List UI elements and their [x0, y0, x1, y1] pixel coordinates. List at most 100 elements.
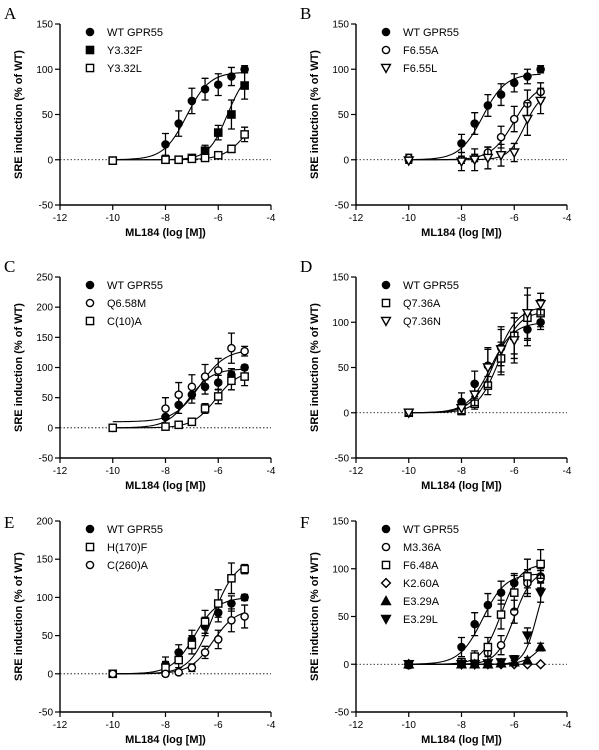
data-point [108, 423, 118, 433]
data-point [174, 420, 183, 430]
legend-entry-label: C(10)A [107, 316, 143, 328]
y-tick-label: 50 [338, 612, 350, 623]
y-tick-label: 50 [42, 393, 54, 404]
data-point [380, 63, 392, 74]
data-point [85, 298, 95, 308]
y-tick-label: 0 [343, 660, 349, 671]
data-point [227, 343, 236, 353]
data-point [200, 84, 210, 94]
data-point [227, 110, 236, 119]
data-point [482, 659, 494, 670]
data-point [508, 655, 520, 666]
x-tick-label: -10 [402, 720, 417, 731]
series-c-260-a [108, 604, 249, 679]
data-point [495, 151, 507, 162]
legend: WT GPR55 Q7.36A Q7.36N [380, 280, 459, 328]
panel-label: A [4, 4, 17, 23]
y-tick-label: 250 [36, 273, 53, 284]
data-point [187, 417, 197, 427]
data-point [483, 600, 493, 610]
x-tick-label: -12 [349, 213, 364, 224]
legend-entry-label: Q7.36A [403, 298, 441, 310]
y-tick-label: 200 [36, 517, 53, 528]
y-tick-label: 150 [332, 273, 349, 284]
data-point [381, 45, 391, 55]
data-point [161, 155, 170, 165]
data-point [381, 280, 391, 290]
y-axis-title: SRE induction (% of WT) [309, 552, 321, 681]
panel-label: D [300, 257, 312, 276]
data-point [213, 150, 223, 160]
chart-panel-d: D -50 0 50 100 150 -12 -10 -8 -6 -4 ML184 (log [M])… [300, 257, 572, 492]
data-point [455, 404, 468, 415]
data-point [535, 658, 547, 670]
data-point [381, 27, 391, 37]
y-tick-label: 50 [338, 110, 350, 121]
data-point [161, 404, 170, 413]
data-point [457, 139, 466, 148]
y-tick-label: 100 [36, 593, 53, 604]
data-point [403, 156, 415, 167]
x-axis-title: ML184 (log [M]) [125, 734, 206, 746]
series-y3-32l [108, 126, 249, 165]
y-tick-label: 100 [332, 318, 349, 329]
data-point [174, 667, 183, 677]
chart-panel-c: C -50 0 50 100 150 200 250 -12 -10 -8 -6 -4 ML184 (lo… [4, 257, 276, 492]
x-tick-label: -4 [563, 720, 572, 731]
x-tick-label: -6 [214, 466, 223, 477]
data-point [380, 316, 392, 327]
data-point [535, 299, 547, 310]
legend-entry-label: K2.60A [403, 578, 440, 590]
data-point [536, 64, 545, 74]
data-point [381, 560, 391, 570]
data-point [508, 336, 520, 347]
data-point [85, 542, 95, 552]
data-point [240, 130, 249, 139]
x-tick-label: -4 [563, 213, 572, 224]
data-point [403, 408, 415, 419]
y-tick-label: 150 [36, 333, 53, 344]
data-point [240, 81, 249, 90]
legend: WT GPR55 H(170)F C(260)A [85, 524, 163, 572]
data-point [495, 345, 507, 356]
data-point [483, 642, 493, 652]
legend: WT GPR55 Y3.32F Y3.32L [85, 27, 163, 75]
y-tick-label: -50 [39, 454, 54, 465]
y-tick-label: 100 [36, 65, 53, 76]
x-tick-label: -12 [349, 720, 364, 731]
y-tick-label: 50 [42, 631, 54, 642]
data-point [187, 96, 197, 106]
data-point [455, 660, 468, 671]
x-tick-label: -12 [349, 466, 364, 477]
data-point [108, 156, 118, 165]
data-point [200, 153, 210, 163]
legend-entry-label: Q6.58M [107, 298, 146, 310]
y-axis-title: SRE induction (% of WT) [13, 303, 25, 432]
data-point [85, 27, 95, 37]
data-point [200, 404, 210, 413]
y-tick-label: 0 [343, 408, 349, 419]
fit-curve [112, 350, 245, 423]
chart-panel-a: A -50 0 50 100 150 -12 -10 -8 -6 -4 ML184 (log [M])… [4, 4, 276, 239]
y-tick-label: -50 [335, 708, 350, 719]
data-point [403, 660, 415, 671]
data-point [85, 45, 95, 55]
data-point [521, 654, 534, 665]
data-point [227, 144, 236, 154]
y-tick-label: 0 [343, 155, 349, 166]
x-axis-title: ML184 (log [M]) [421, 227, 502, 239]
legend-entry-label: E3.29L [403, 614, 438, 626]
x-tick-label: -6 [510, 720, 519, 731]
data-point [227, 574, 236, 583]
chart-panel-e: E -50 0 50 100 150 200 -12 -10 -8 -6 -4 ML184 (log [… [4, 513, 276, 746]
x-axis-title: ML184 (log [M]) [421, 734, 502, 746]
y-tick-label: 100 [36, 363, 53, 374]
y-tick-label: 50 [42, 110, 54, 121]
y-tick-label: 50 [338, 363, 350, 374]
x-tick-label: -12 [53, 720, 68, 731]
x-tick-label: -10 [106, 466, 121, 477]
data-point [535, 96, 547, 107]
data-point [85, 280, 95, 290]
data-point [240, 612, 249, 621]
y-axis-title: SRE induction (% of WT) [309, 50, 321, 179]
